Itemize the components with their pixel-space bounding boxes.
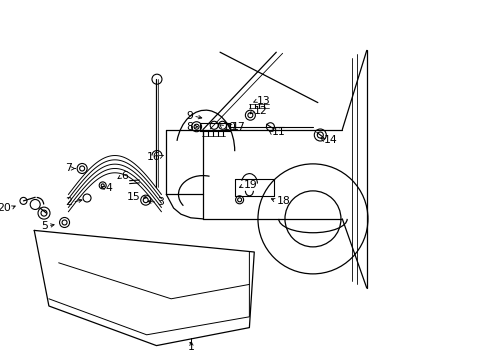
Text: 15: 15 — [127, 192, 141, 202]
Text: 1: 1 — [188, 342, 195, 352]
Text: 18: 18 — [276, 196, 289, 206]
Text: 9: 9 — [186, 111, 193, 121]
Text: 10: 10 — [222, 122, 236, 132]
Text: 2: 2 — [65, 197, 72, 207]
Text: 5: 5 — [41, 221, 48, 231]
Text: 16: 16 — [146, 152, 160, 162]
Text: 17: 17 — [232, 122, 245, 132]
Text: 19: 19 — [243, 180, 257, 190]
Text: 4: 4 — [105, 183, 112, 193]
Text: 11: 11 — [271, 127, 285, 138]
Text: 12: 12 — [253, 106, 266, 116]
Text: 13: 13 — [256, 96, 270, 106]
Text: 7: 7 — [65, 163, 72, 174]
Text: 20: 20 — [0, 203, 11, 213]
Text: 8: 8 — [186, 122, 193, 132]
Text: 6: 6 — [121, 171, 128, 181]
Text: 3: 3 — [157, 197, 164, 207]
Text: 14: 14 — [323, 135, 337, 145]
